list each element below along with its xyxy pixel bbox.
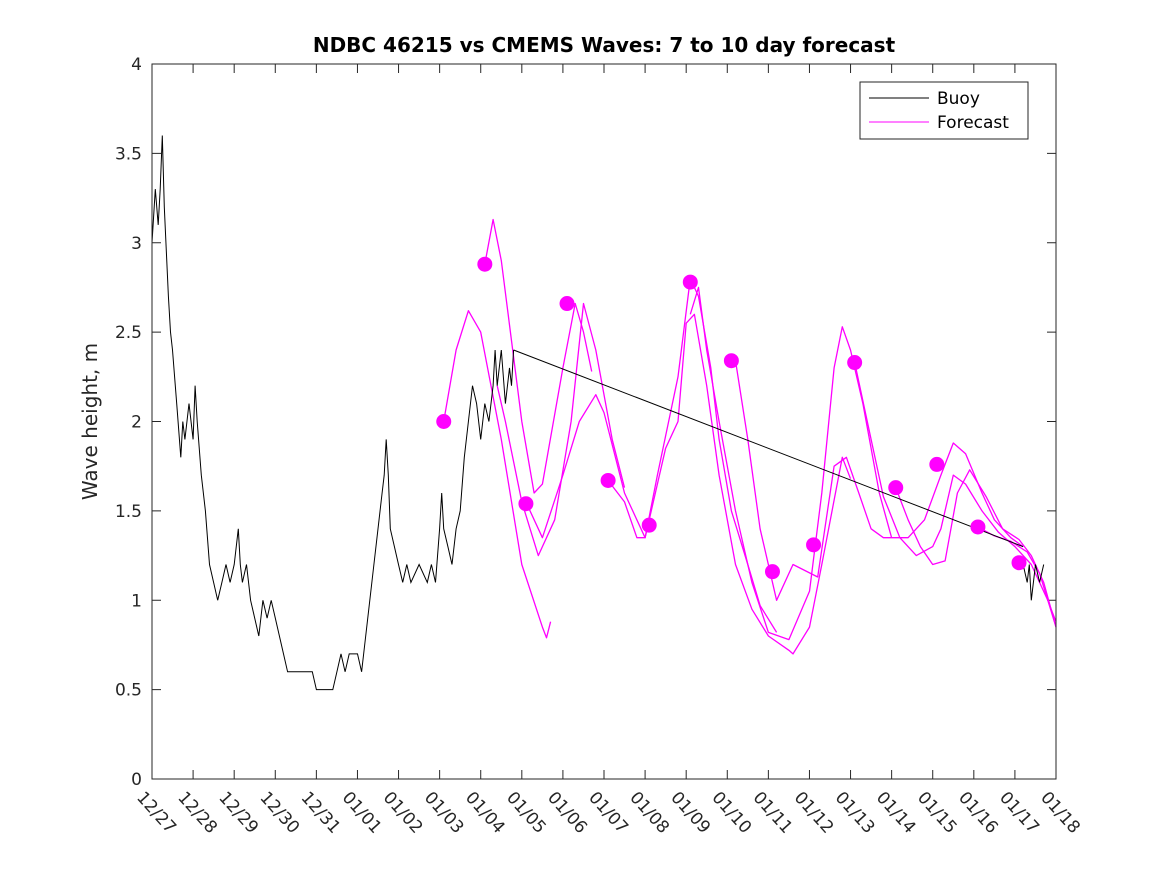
forecast-start-marker [764, 564, 780, 580]
y-tick-label: 1.5 [115, 502, 142, 522]
y-tick-label: 2.5 [115, 323, 142, 343]
forecast-line [443, 310, 552, 639]
forecast-start-marker [929, 456, 945, 472]
legend: Buoy Forecast [859, 81, 1029, 140]
y-tick-label: 4 [131, 55, 142, 75]
marker-layer [436, 256, 1027, 580]
forecast-start-marker [723, 353, 739, 369]
y-tick-label: 0 [131, 770, 142, 790]
y-tick-labels: 0 0.5 1 1.5 2 2.5 3 3.5 4 [115, 55, 142, 790]
buoy-line [151, 135, 515, 691]
forecast-start-marker [682, 274, 698, 290]
forecast-start-marker [641, 517, 657, 533]
legend-box [859, 81, 1029, 140]
forecast-line [689, 286, 893, 641]
legend-buoy-label: Buoy [937, 89, 980, 109]
chart-title: NDBC 46215 vs CMEMS Waves: 7 to 10 day f… [313, 33, 896, 57]
forecast-start-marker [518, 496, 534, 512]
forecast-start-marker [600, 472, 616, 488]
forecast-line [484, 218, 593, 494]
y-axis-label: Wave height, m [78, 343, 102, 500]
forecast-start-marker [1011, 555, 1027, 571]
forecast-line [607, 313, 852, 655]
forecast-line [854, 362, 1057, 622]
forecast-line [895, 469, 1057, 628]
forecast-start-marker [888, 480, 904, 496]
y-tick-label: 3.5 [115, 144, 142, 164]
buoy-gap-line [513, 349, 1024, 548]
forecast-start-marker [559, 296, 575, 312]
legend-forecast-label: Forecast [937, 113, 1009, 133]
forecast-start-marker [806, 537, 822, 553]
forecast-start-marker [847, 355, 863, 371]
y-tick-label: 1 [131, 591, 142, 611]
y-tick-label: 3 [131, 234, 142, 254]
series-layer [151, 135, 1057, 691]
y-tick-label: 0.5 [115, 681, 142, 701]
forecast-start-marker [436, 414, 452, 429]
forecast-line [525, 277, 778, 633]
forecast-start-marker [970, 519, 986, 535]
y-tick-label: 2 [131, 413, 142, 433]
forecast-start-marker [477, 256, 493, 272]
plot-frame [151, 63, 1057, 780]
forecast-line [496, 302, 626, 557]
buoy-line-end [1022, 564, 1045, 601]
plot-area [152, 64, 1056, 779]
